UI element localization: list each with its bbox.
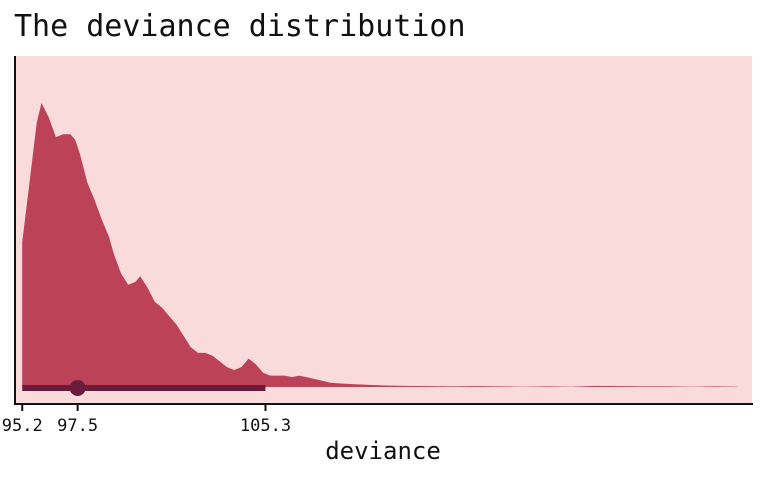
x-tick-label: 97.5 [57,416,98,436]
x-axis-title: deviance [325,437,441,465]
x-tick-label: 95.2 [2,416,43,436]
chart-title: The deviance distribution [14,9,466,44]
density-area [22,103,738,387]
x-tick-label: 105.3 [240,416,291,436]
interval-point [69,380,86,396]
x-axis-ticks: 95.2 97.5 105.3 [2,404,291,436]
point-interval [22,380,266,396]
